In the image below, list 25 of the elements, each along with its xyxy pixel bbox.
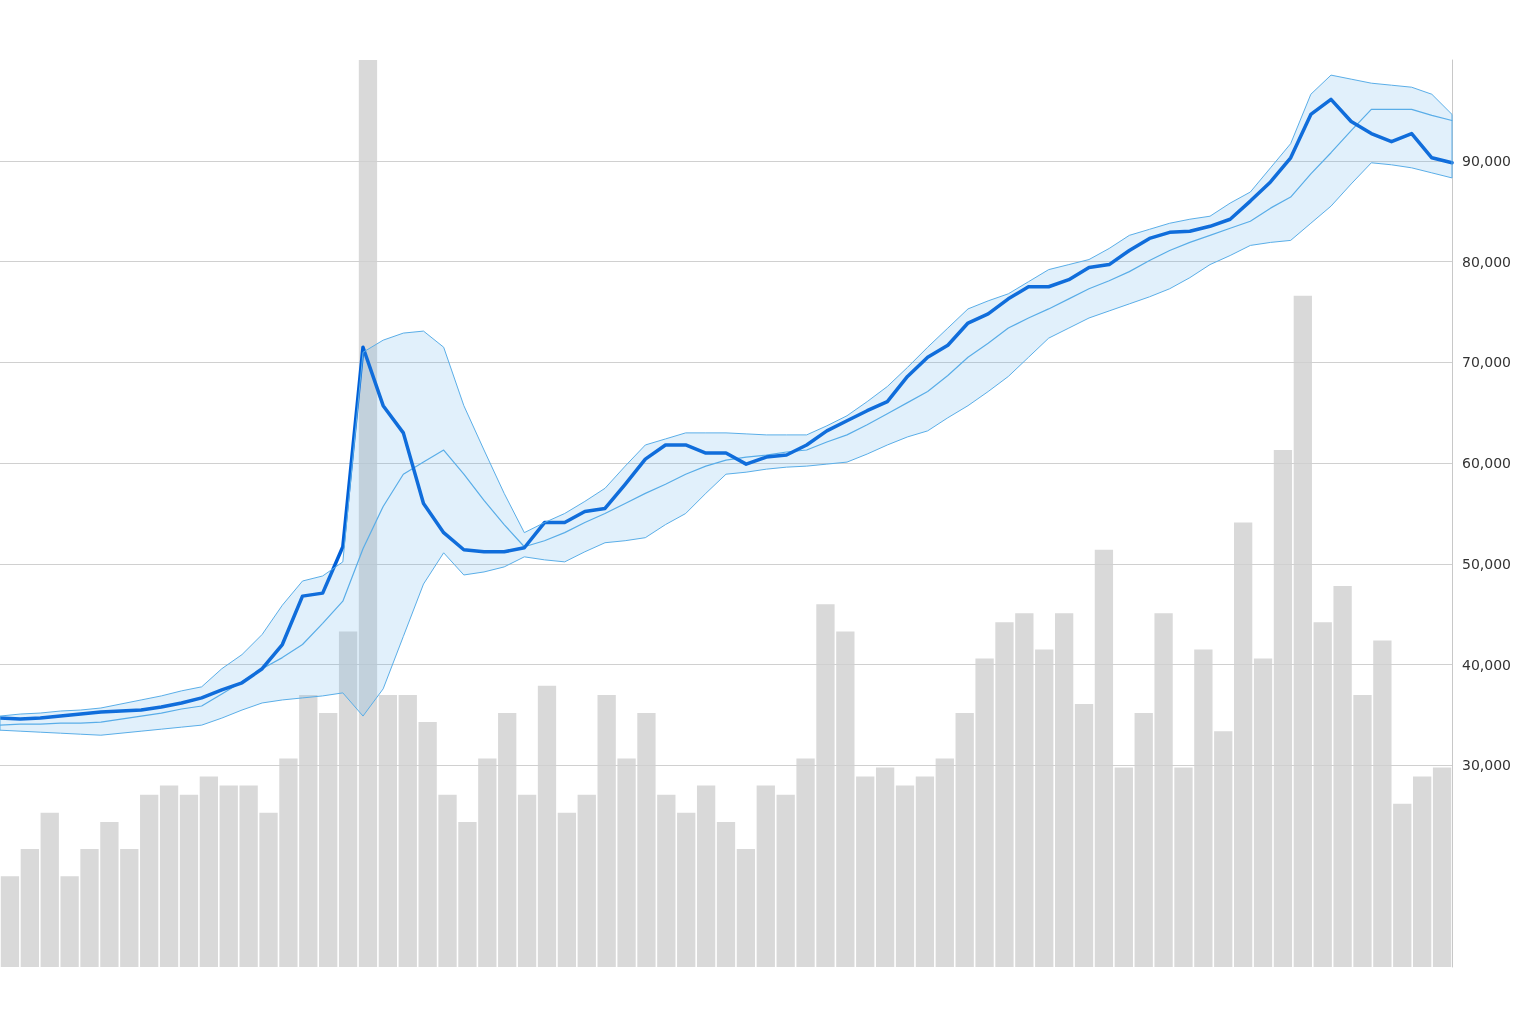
bar — [915, 776, 935, 967]
y-tick-label: 60,000 — [1462, 455, 1511, 472]
bar — [677, 812, 696, 967]
bar — [557, 812, 577, 967]
bar — [577, 794, 596, 967]
bar — [20, 849, 39, 967]
y-tick-label: 70,000 — [1462, 354, 1511, 371]
bar — [179, 794, 199, 967]
bar — [517, 794, 537, 967]
y-tick-label: 40,000 — [1462, 656, 1511, 673]
bar — [696, 785, 716, 967]
y-tick-label: 50,000 — [1462, 555, 1511, 572]
y-tick-label: 80,000 — [1462, 253, 1511, 270]
bar — [140, 794, 159, 967]
bar — [756, 785, 775, 967]
bar — [716, 821, 736, 967]
bar — [736, 849, 756, 967]
bar — [895, 785, 915, 967]
bar — [0, 876, 20, 967]
bar — [199, 776, 218, 967]
bar — [159, 785, 179, 967]
y-tick-label: 90,000 — [1462, 152, 1511, 169]
bar — [856, 776, 875, 967]
bar — [1413, 776, 1432, 967]
y-tick-label: 30,000 — [1462, 757, 1511, 774]
